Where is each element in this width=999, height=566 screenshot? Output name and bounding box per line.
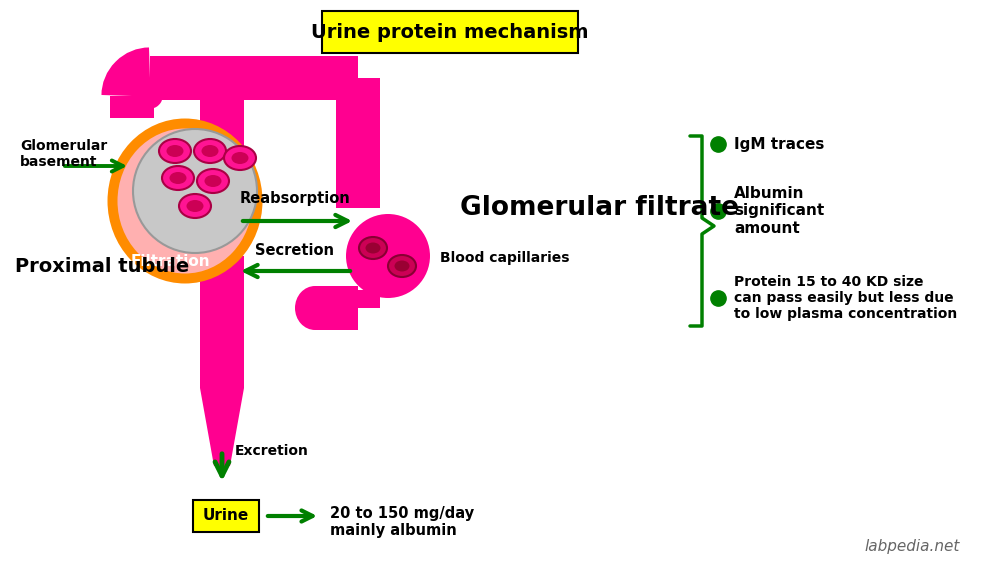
- Ellipse shape: [224, 146, 256, 170]
- Ellipse shape: [162, 166, 194, 190]
- Text: labpedia.net: labpedia.net: [864, 539, 960, 554]
- FancyBboxPatch shape: [222, 56, 358, 100]
- Text: Filtration: Filtration: [130, 254, 210, 268]
- FancyBboxPatch shape: [322, 11, 578, 53]
- FancyBboxPatch shape: [200, 78, 244, 151]
- FancyBboxPatch shape: [315, 286, 358, 330]
- FancyBboxPatch shape: [193, 500, 259, 532]
- Ellipse shape: [359, 237, 387, 259]
- Circle shape: [346, 214, 430, 298]
- Text: Protein 15 to 40 KD size
can pass easily but less due
to low plasma concentratio: Protein 15 to 40 KD size can pass easily…: [734, 275, 957, 321]
- Ellipse shape: [366, 242, 381, 254]
- Text: Reabsorption: Reabsorption: [240, 191, 351, 206]
- Ellipse shape: [187, 200, 204, 212]
- Text: Secretion: Secretion: [256, 243, 335, 258]
- FancyBboxPatch shape: [200, 256, 244, 388]
- Ellipse shape: [194, 139, 226, 163]
- Ellipse shape: [167, 145, 184, 157]
- Text: Urine: Urine: [203, 508, 249, 524]
- Polygon shape: [200, 388, 244, 466]
- Text: Proximal tubule: Proximal tubule: [15, 256, 189, 276]
- Ellipse shape: [295, 286, 335, 330]
- Ellipse shape: [232, 152, 249, 164]
- Ellipse shape: [202, 145, 219, 157]
- FancyBboxPatch shape: [110, 96, 154, 118]
- Text: Glomerular filtrate: Glomerular filtrate: [460, 195, 739, 221]
- Circle shape: [133, 129, 257, 253]
- Text: Glomerular
basement: Glomerular basement: [20, 139, 107, 169]
- Text: 20 to 150 mg/day
mainly albumin: 20 to 150 mg/day mainly albumin: [330, 506, 475, 538]
- Ellipse shape: [118, 128, 253, 273]
- Text: Albumin
significant
amount: Albumin significant amount: [734, 186, 824, 236]
- FancyBboxPatch shape: [150, 56, 222, 100]
- Text: Urine protein mechanism: Urine protein mechanism: [312, 23, 588, 41]
- Ellipse shape: [108, 118, 263, 284]
- Text: Blood capillaries: Blood capillaries: [440, 251, 569, 265]
- FancyBboxPatch shape: [336, 290, 380, 308]
- Ellipse shape: [159, 139, 191, 163]
- Text: IgM traces: IgM traces: [734, 136, 824, 152]
- Ellipse shape: [395, 260, 410, 272]
- Ellipse shape: [170, 172, 187, 184]
- Ellipse shape: [205, 175, 222, 187]
- Text: Excretion: Excretion: [235, 444, 309, 458]
- FancyBboxPatch shape: [336, 78, 380, 208]
- Ellipse shape: [179, 194, 211, 218]
- Ellipse shape: [197, 169, 229, 193]
- Ellipse shape: [388, 255, 416, 277]
